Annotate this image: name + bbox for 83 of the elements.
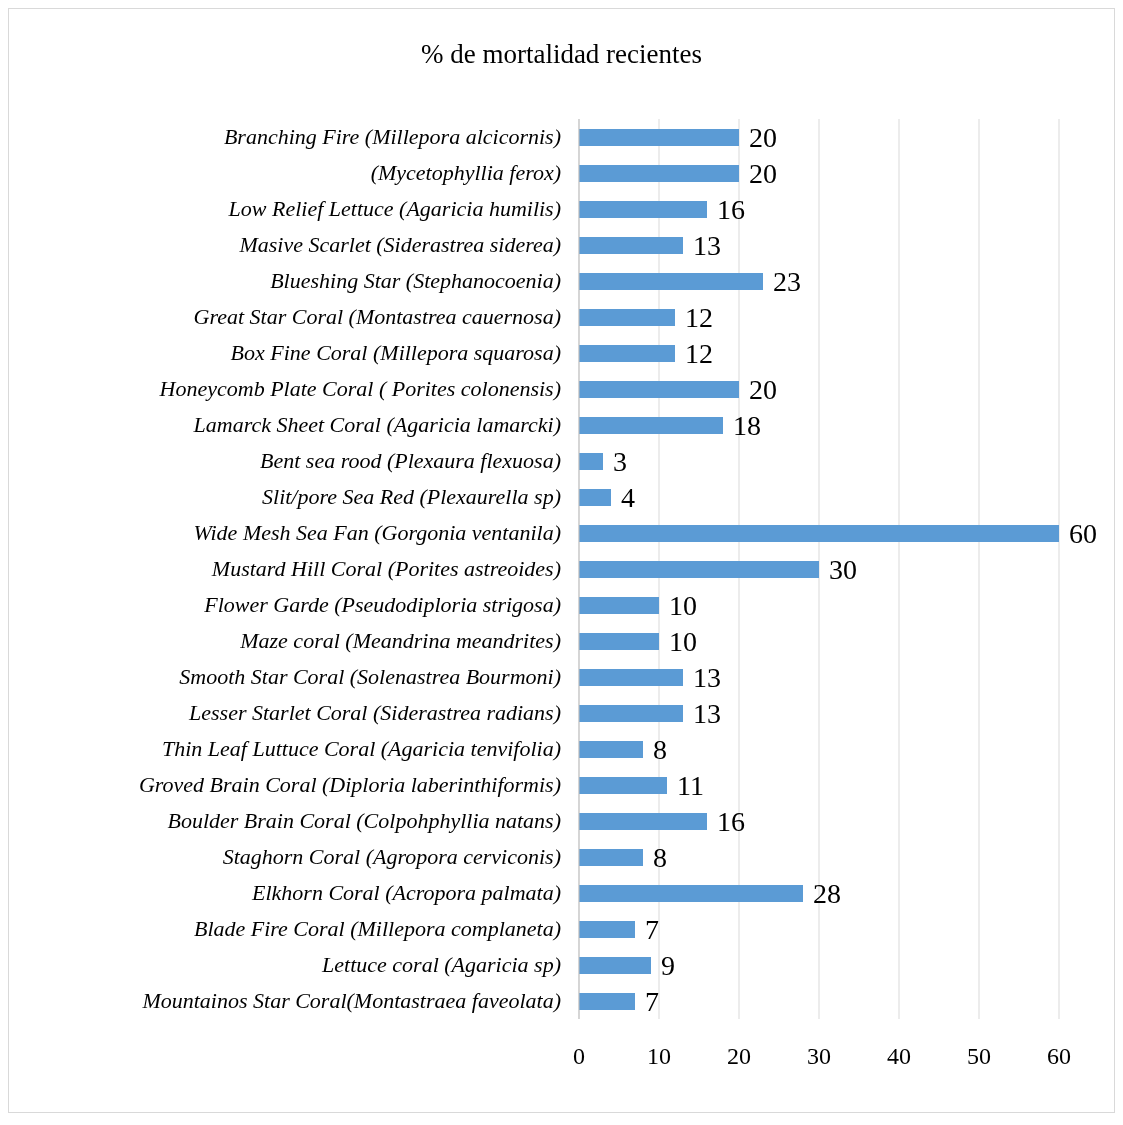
y-tick-label: Mountainos Star Coral(Montastraea faveolata) bbox=[141, 988, 561, 1013]
y-tick-label: Slit/pore Sea Red (Plexaurella sp) bbox=[262, 484, 561, 509]
bar bbox=[579, 525, 1059, 542]
bar bbox=[579, 381, 739, 398]
y-tick-label: Honeycomb Plate Coral ( Porites colonensis) bbox=[158, 376, 561, 401]
y-tick-label: Wide Mesh Sea Fan (Gorgonia ventanila) bbox=[193, 520, 561, 545]
data-label: 10 bbox=[669, 590, 697, 622]
data-label: 7 bbox=[645, 986, 659, 1018]
x-tick-label: 10 bbox=[647, 1043, 671, 1070]
data-label: 13 bbox=[693, 662, 721, 694]
bar bbox=[579, 165, 739, 182]
data-label: 7 bbox=[645, 914, 659, 946]
bar bbox=[579, 129, 739, 146]
data-label: 3 bbox=[613, 446, 627, 478]
y-tick-label: Thin Leaf Luttuce Coral (Agaricia tenvifolia) bbox=[161, 736, 561, 761]
y-tick-label: Box Fine Coral (Millepora squarosa) bbox=[230, 340, 561, 365]
bar bbox=[579, 345, 675, 362]
y-tick-label: Smooth Star Coral (Solenastrea Bourmoni) bbox=[179, 664, 561, 689]
data-label: 8 bbox=[653, 842, 667, 874]
bar bbox=[579, 597, 659, 614]
y-tick-label: Elkhorn Coral (Acropora palmata) bbox=[251, 880, 561, 905]
bar bbox=[579, 201, 707, 218]
y-tick-label: (Mycetophyllia ferox) bbox=[370, 160, 561, 185]
data-label: 12 bbox=[685, 302, 713, 334]
y-tick-label: Bent sea rood (Plexaura flexuosa) bbox=[260, 448, 561, 473]
bar bbox=[579, 237, 683, 254]
data-label: 13 bbox=[693, 698, 721, 730]
data-label: 4 bbox=[621, 482, 635, 514]
bar bbox=[579, 813, 707, 830]
data-label: 8 bbox=[653, 734, 667, 766]
y-tick-label: Lettuce coral (Agaricia sp) bbox=[321, 952, 561, 977]
data-label: 16 bbox=[717, 194, 745, 226]
data-label: 13 bbox=[693, 230, 721, 262]
y-tick-label: Blade Fire Coral (Millepora complaneta) bbox=[193, 916, 561, 941]
chart-title: % de mortalidad recientes bbox=[419, 39, 704, 71]
bar bbox=[579, 453, 603, 470]
data-label: 23 bbox=[773, 266, 801, 298]
data-label: 11 bbox=[677, 770, 704, 802]
x-tick-label: 50 bbox=[967, 1043, 991, 1070]
data-label: 20 bbox=[749, 158, 777, 190]
data-label: 20 bbox=[749, 374, 777, 406]
y-tick-label: Mustard Hill Coral (Porites astreoides) bbox=[210, 556, 561, 581]
bar bbox=[579, 777, 667, 794]
data-label: 28 bbox=[813, 878, 841, 910]
data-label: 60 bbox=[1069, 518, 1097, 550]
bar bbox=[579, 921, 635, 938]
bar bbox=[579, 489, 611, 506]
y-tick-label: Branching Fire (Millepora alcicornis) bbox=[223, 124, 561, 149]
y-tick-label: Staghorn Coral (Agropora cerviconis) bbox=[222, 844, 561, 869]
x-tick-label: 60 bbox=[1047, 1043, 1071, 1070]
y-tick-label: Low Relief Lettuce (Agaricia humilis) bbox=[227, 196, 561, 221]
data-label: 12 bbox=[685, 338, 713, 370]
bar bbox=[579, 633, 659, 650]
data-label: 9 bbox=[661, 950, 675, 982]
bar bbox=[579, 669, 683, 686]
bar bbox=[579, 993, 635, 1010]
data-label: 20 bbox=[749, 122, 777, 154]
bar bbox=[579, 273, 763, 290]
bar bbox=[579, 309, 675, 326]
y-tick-label: Boulder Brain Coral (Colpohphyllia natans) bbox=[167, 808, 561, 833]
y-tick-label: Flower Garde (Pseudodiploria strigosa) bbox=[203, 592, 561, 617]
y-tick-label: Maze coral (Meandrina meandrites) bbox=[239, 628, 561, 653]
bar bbox=[579, 849, 643, 866]
bar bbox=[579, 957, 651, 974]
x-tick-label: 30 bbox=[807, 1043, 831, 1070]
bar bbox=[579, 741, 643, 758]
x-tick-label: 20 bbox=[727, 1043, 751, 1070]
bar bbox=[579, 885, 803, 902]
y-tick-label: Great Star Coral (Montastrea cauernosa) bbox=[193, 304, 561, 329]
data-label: 16 bbox=[717, 806, 745, 838]
y-tick-label: Masive Scarlet (Siderastrea siderea) bbox=[238, 232, 561, 257]
data-label: 18 bbox=[733, 410, 761, 442]
data-label: 10 bbox=[669, 626, 697, 658]
y-tick-label: Blueshing Star (Stephanocoenia) bbox=[270, 268, 561, 293]
bar bbox=[579, 561, 819, 578]
x-tick-label: 0 bbox=[573, 1043, 585, 1070]
bar bbox=[579, 705, 683, 722]
y-tick-label: Groved Brain Coral (Diploria laberinthiformis) bbox=[138, 772, 561, 797]
x-tick-label: 40 bbox=[887, 1043, 911, 1070]
y-tick-label: Lesser Starlet Coral (Siderastrea radians) bbox=[188, 700, 561, 725]
bar bbox=[579, 417, 723, 434]
y-tick-label: Lamarck Sheet Coral (Agaricia lamarcki) bbox=[192, 412, 561, 437]
data-label: 30 bbox=[829, 554, 857, 586]
